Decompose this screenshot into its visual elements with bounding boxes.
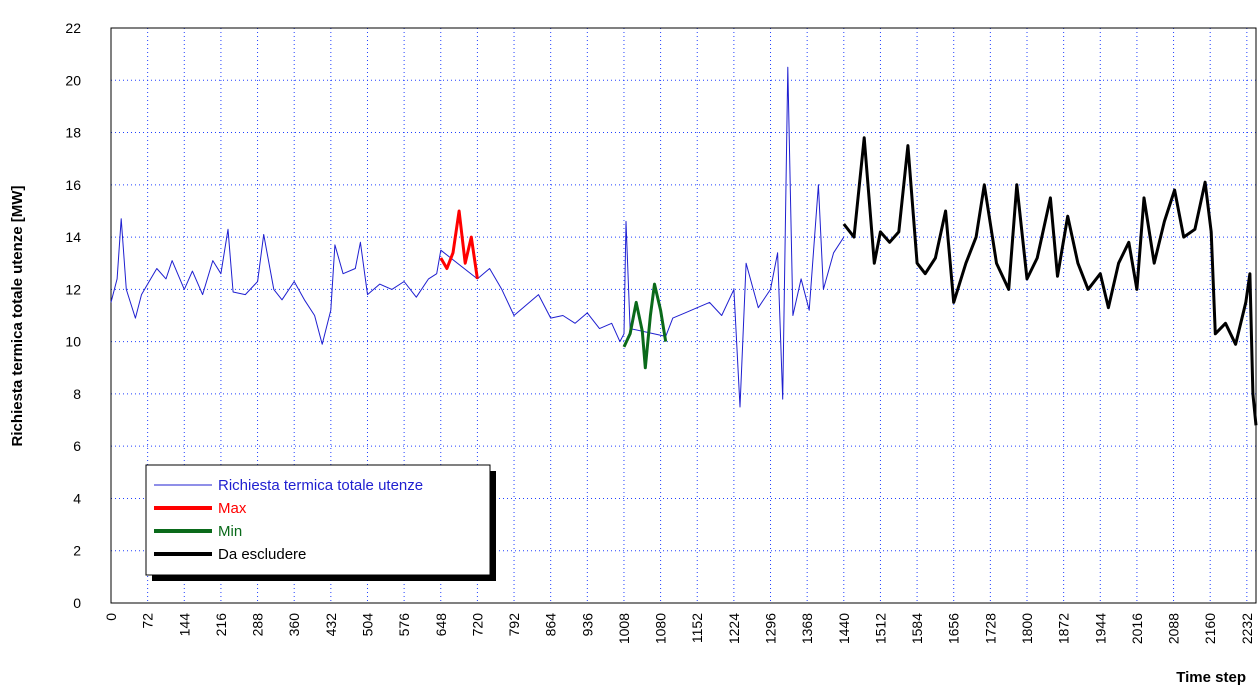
data-line <box>439 209 479 280</box>
plot-frame <box>110 27 1257 604</box>
legend-label: Richiesta termica totale utenze <box>218 477 423 494</box>
x-tick-label: 360 <box>286 613 302 637</box>
x-axis-title: Time step <box>1176 669 1246 686</box>
x-tick-label: 2088 <box>1166 613 1182 644</box>
y-tick-label: 8 <box>73 386 81 402</box>
x-tick-label: 288 <box>250 613 266 637</box>
x-tick-label: 504 <box>359 613 375 637</box>
x-tick-label: 1296 <box>763 613 779 644</box>
data-line <box>622 282 668 370</box>
x-tick-label: 1152 <box>689 613 705 643</box>
x-tick-label: 1440 <box>836 613 852 644</box>
y-tick-label: 14 <box>65 229 81 245</box>
data-line <box>110 66 845 408</box>
y-tick-label: 2 <box>73 543 81 559</box>
x-tick-label: 792 <box>506 613 522 637</box>
y-tick-label: 18 <box>65 125 81 141</box>
x-tick-label: 648 <box>433 613 449 637</box>
x-tick-label: 1584 <box>909 613 925 644</box>
x-tick-label: 2016 <box>1129 613 1145 644</box>
legend-label: Da escludere <box>218 546 306 563</box>
x-tick-label: 1656 <box>946 613 962 644</box>
x-tick-label: 1080 <box>653 613 669 644</box>
x-tick-label: 1944 <box>1092 613 1108 644</box>
data-line <box>842 136 1258 426</box>
x-tick-label: 720 <box>469 613 485 637</box>
x-tick-label: 216 <box>213 613 229 637</box>
y-tick-label: 12 <box>65 281 81 297</box>
x-tick-label: 432 <box>323 613 339 637</box>
y-tick-label: 0 <box>73 595 81 611</box>
x-tick-label: 1728 <box>982 613 998 644</box>
x-tick-label: 1224 <box>726 613 742 644</box>
x-tick-label: 1368 <box>799 613 815 644</box>
y-tick-label: 4 <box>73 490 81 506</box>
x-tick-label: 2232 <box>1239 613 1255 644</box>
x-tick-label: 936 <box>579 613 595 637</box>
y-tick-label: 20 <box>65 72 81 88</box>
x-tick-label: 1008 <box>616 613 632 644</box>
x-tick-label: 576 <box>396 613 412 637</box>
x-tick-label: 2160 <box>1202 613 1218 644</box>
legend-label: Min <box>218 523 242 540</box>
x-tick-label: 0 <box>103 613 119 621</box>
y-tick-label: 10 <box>65 334 81 350</box>
x-tick-label: 864 <box>543 613 559 637</box>
x-tick-label: 1512 <box>872 613 888 644</box>
x-tick-label: 1872 <box>1056 613 1072 644</box>
x-tick-label: 72 <box>140 613 156 629</box>
x-tick-label: 144 <box>176 613 192 637</box>
legend-box <box>145 464 491 576</box>
x-tick-label: 1800 <box>1019 613 1035 644</box>
legend-label: Max <box>218 500 247 517</box>
y-axis-title: Richiesta termica totale utenze [MW] <box>9 186 26 447</box>
y-tick-label: 16 <box>65 177 81 193</box>
y-tick-label: 22 <box>65 20 81 36</box>
y-tick-label: 6 <box>73 438 81 454</box>
